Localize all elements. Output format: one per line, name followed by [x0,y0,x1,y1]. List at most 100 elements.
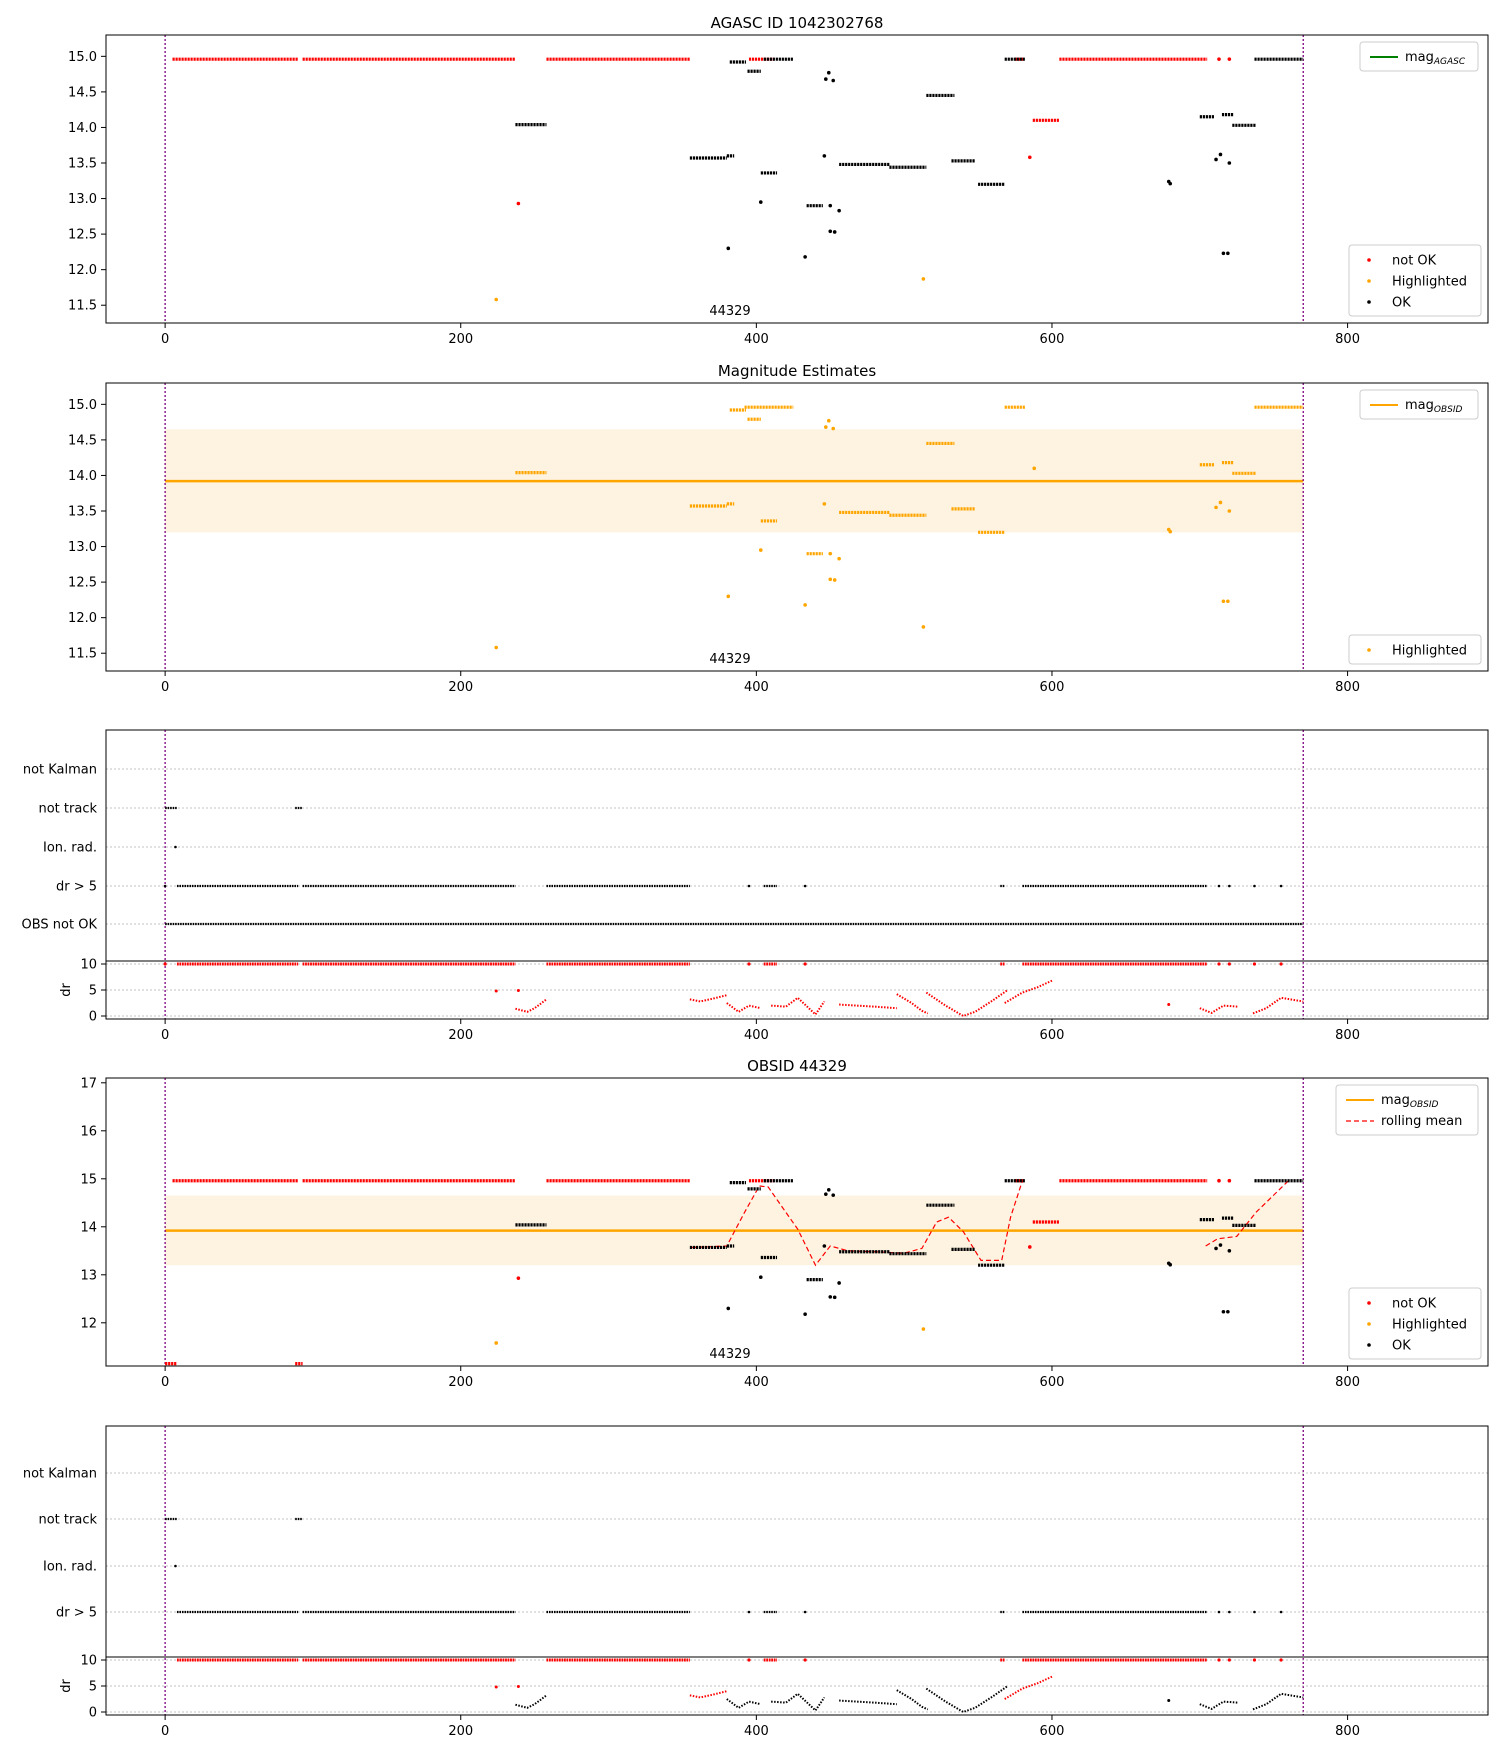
x-tick-label: 400 [744,680,769,695]
orange-point-2 [758,548,763,552]
legend-label-1: rolling mean [1381,1114,1462,1129]
orange-point-15 [1168,529,1173,534]
legend-label-0: Highlighted [1392,644,1467,659]
y-tick-label: 16 [80,1124,97,1139]
red-point-3 [1227,57,1232,61]
chart-title: AGASC ID 1042302768 [711,14,884,32]
dr_gt5-point-9 [1228,1610,1231,1614]
black-point-13 [1218,1243,1223,1247]
legend-label-0: magOBSID [1381,1093,1439,1110]
black-point-10 [837,208,841,213]
x-tick-label: 0 [161,1028,169,1043]
x-tick-label: 400 [744,1375,769,1390]
dr-saturated-point-9 [1217,962,1221,966]
red-point-3 [1227,1178,1232,1183]
x-tick-label: 600 [1040,1375,1065,1390]
black-point-9 [837,1281,841,1285]
black-point-6 [831,78,836,83]
dr-tick-label: 0 [89,1010,97,1025]
black-point-1 [758,1275,763,1279]
dr-saturated-point-10 [1252,1658,1257,1662]
dr-trace-3 [771,996,826,1016]
black-point-9 [828,203,833,208]
dr-point [516,1685,520,1689]
x-tick-label: 200 [448,680,473,695]
dr-point [494,989,498,993]
flag-label-2: Ion. rad. [43,1560,97,1575]
legend-marker-0 [1367,258,1371,262]
dr-trace-7 [1004,1675,1053,1700]
orange-point-13 [1032,466,1037,471]
legend-label-1: Highlighted [1392,275,1467,290]
legend-text: mag [1405,398,1434,413]
y-tick-label: 13.5 [68,505,97,520]
chart-flags2: not Kalman not track Ion. rad. dr > 5 0 5 10 dr… [23,1425,1489,1739]
dr-saturated-point-10 [1227,962,1231,966]
red-point-2 [1217,57,1221,61]
y-tick-label: 12 [80,1316,97,1331]
dr_gt5-point-8 [1217,1610,1221,1614]
dr_gt5-point-4 [747,884,751,888]
obsid-annotation: 44329 [709,652,750,667]
black-point-3 [822,154,827,158]
x-tick-label: 0 [161,680,169,695]
flag-label-1: not track [38,1513,97,1528]
black-point-12 [1168,181,1173,186]
legend-label-2: OK [1392,296,1411,311]
red-point-1 [1027,155,1032,160]
dr-trace-1 [689,994,728,1003]
orange-point-1 [921,277,926,281]
dr_gt5-point-11 [1279,1610,1283,1614]
red-point-1 [1027,1245,1032,1249]
dr-trace-8 [1199,1004,1239,1014]
dr-trace-9 [1252,1692,1304,1711]
orange-point-17 [1218,500,1223,505]
black-point-4 [824,77,828,81]
orange-point-7 [831,426,836,431]
x-tick-label: 800 [1335,1375,1360,1390]
legend-text: mag [1405,50,1434,65]
legend-label-0: magAGASC [1405,50,1466,67]
y-tick-label: 15.0 [68,398,97,413]
dr-trace-5 [896,1689,929,1711]
black-point-7 [828,229,833,234]
dr_gt5-point-3 [747,1610,751,1614]
orange-point-4 [822,502,827,506]
legend-subscript: OBSID [1434,405,1463,415]
orange-point-16 [1214,505,1218,510]
legend-bottom [1348,1287,1482,1360]
dr-point [1167,1003,1171,1007]
flags-frame [105,1425,1489,1658]
dr-saturated-point-4 [747,962,751,966]
black-point-17 [1226,251,1230,256]
black-point-1 [758,200,763,204]
dr-saturated-point-6 [803,962,807,966]
x-tick-label: 200 [448,1375,473,1390]
black-point-11 [1168,1262,1173,1267]
rolling-mean-segment-1 [1205,1180,1289,1247]
y-tick-label: 14.0 [68,121,97,136]
y-tick-label: 12.5 [68,228,97,243]
black-point-3 [822,1244,827,1248]
dr-saturated-point-8 [1217,1658,1221,1662]
dr_gt5-point-6 [803,884,807,888]
dr-trace-2 [726,1698,762,1710]
orange-point-9 [832,578,837,582]
obsid-annotation: 44329 [709,304,750,319]
chart-estimates: 0 200 400 600 800 11.5 12.0 12.5 13.0 13.5 14.0 14.… [68,362,1489,695]
dr-saturated-point-5 [803,1658,807,1662]
plot-frame [105,382,1489,672]
x-tick-label: 400 [744,1028,769,1043]
dr-trace-8 [1199,1700,1239,1710]
orange-point-20 [1226,599,1230,604]
black-point-14 [1218,152,1223,157]
black-point-0 [726,246,731,251]
y-tick-label: 12.0 [68,611,97,626]
y-tick-label: 14 [80,1220,97,1235]
dr-frame [105,960,1489,1020]
black-point-6 [831,1193,836,1197]
black-point-15 [1227,161,1232,165]
orange-point-1 [921,1327,926,1331]
chart-agasc: 0 200 400 600 800 11.5 12.0 12.5 13.0 13.5 14.0 14.… [68,14,1489,347]
